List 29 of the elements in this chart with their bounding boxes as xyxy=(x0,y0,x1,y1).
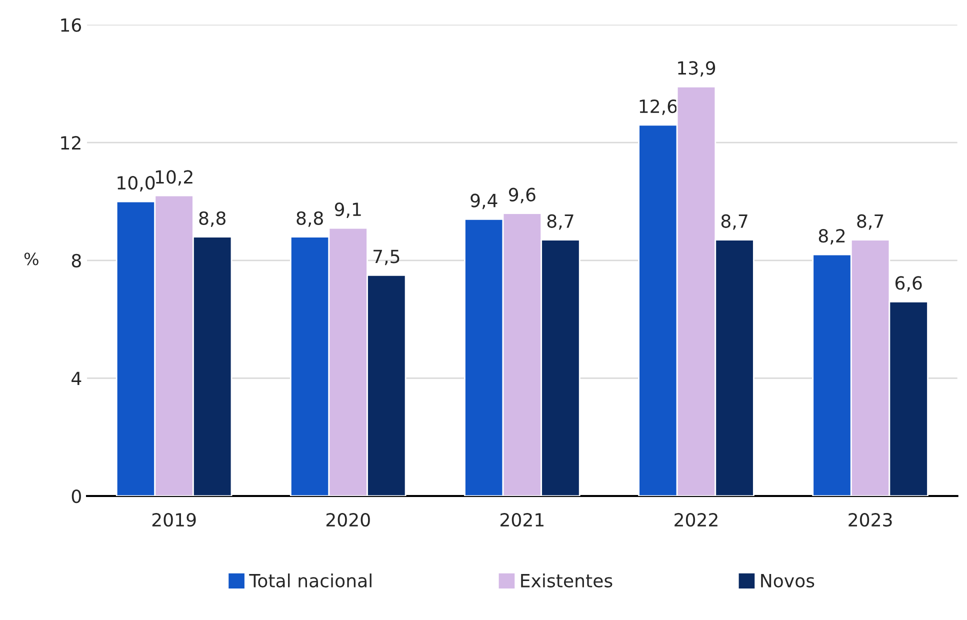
legend-label: Novos xyxy=(761,574,814,588)
data-label: 8,8 xyxy=(199,211,226,227)
x-tick-label: 2020 xyxy=(326,512,370,527)
y-axis-title: % xyxy=(24,252,38,266)
data-label: 6,6 xyxy=(895,276,922,292)
data-label: 8,7 xyxy=(857,214,884,230)
data-label: 8,2 xyxy=(818,229,845,245)
x-tick-label: 2022 xyxy=(674,512,718,527)
data-label: 8,7 xyxy=(547,214,574,230)
legend-label: Existentes xyxy=(521,574,612,588)
data-label: 9,4 xyxy=(470,194,498,210)
y-tick-label: 12 xyxy=(61,136,80,150)
y-tick-label: 16 xyxy=(61,18,82,32)
data-label: 13,9 xyxy=(678,61,716,77)
data-label: 8,7 xyxy=(721,214,748,230)
data-label: 7,5 xyxy=(374,250,400,266)
x-tick-label: 2021 xyxy=(500,512,544,527)
data-label: 10,0 xyxy=(118,176,155,192)
legend-label: Total nacional xyxy=(249,574,372,588)
y-tick-label: 0 xyxy=(72,489,81,504)
data-label: 12,6 xyxy=(640,99,677,115)
data-label: 9,1 xyxy=(334,202,361,218)
x-tick-label: 2023 xyxy=(848,512,892,527)
y-tick-label: 4 xyxy=(72,372,82,386)
data-label: 10,2 xyxy=(156,170,192,186)
data-label: 9,6 xyxy=(508,188,536,204)
y-tick-label: 8 xyxy=(72,254,81,268)
data-label: 8,8 xyxy=(296,211,323,227)
x-tick-label: 2019 xyxy=(152,512,196,527)
